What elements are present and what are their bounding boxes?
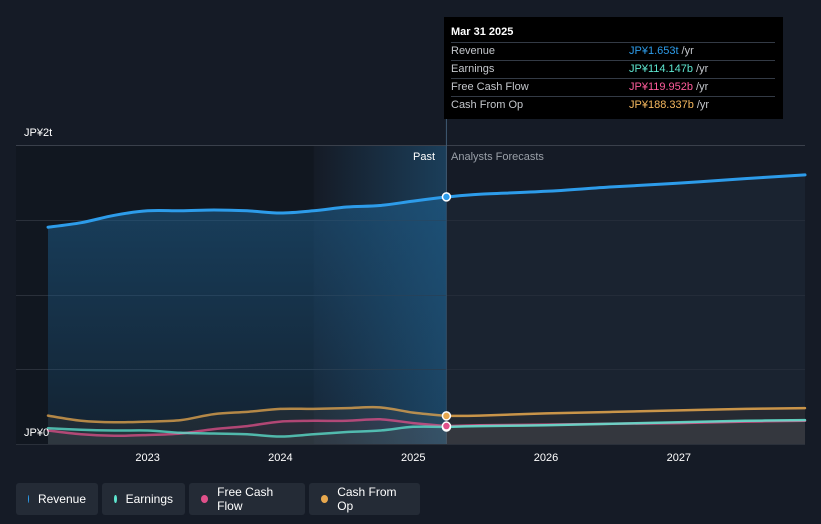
legend-dot-icon (114, 495, 117, 503)
series-line-past-earnings (46, 425, 448, 438)
legend-dot-icon (321, 495, 329, 503)
x-tick-label: 2026 (534, 452, 558, 464)
fill-layer (48, 174, 805, 444)
tooltip-label: Earnings (451, 63, 495, 75)
y-tick-label-top: JP¥2t (24, 127, 52, 139)
tooltip-date: Mar 31 2025 (451, 26, 514, 38)
tooltip-value: JP¥114.147b (629, 63, 694, 75)
chart-area: JP¥2t JP¥0 Past Analysts Forecasts 2023 2… (16, 100, 807, 464)
legend: Revenue Earnings Free Cash Flow Cash Fro… (16, 483, 420, 516)
tooltip-label: Revenue (451, 45, 496, 57)
series-line-past-cash-from-op (46, 405, 448, 424)
series-line-past-revenue (46, 195, 448, 229)
legend-label: Revenue (37, 492, 86, 506)
x-tick-label: 2027 (667, 452, 691, 464)
series-area-earnings (48, 420, 805, 444)
tooltip: Mar 31 2025 Revenue JP¥1.653t /yr Earnin… (444, 17, 783, 119)
x-axis: 2023 2024 2025 2026 2027 (135, 452, 691, 464)
data-point-free-cash-flow (441, 421, 452, 431)
tooltip-label: Free Cash Flow (451, 81, 529, 93)
points-layer (441, 192, 452, 432)
tooltip-row-cash-from-op: Cash From Op JP¥188.337b /yr (451, 96, 775, 114)
series-line-forecast-earnings (445, 418, 807, 429)
legend-item-earnings[interactable]: Earnings (102, 483, 185, 515)
tooltip-value: JP¥188.337b (629, 99, 694, 111)
legend-dot-icon (28, 495, 29, 503)
legend-item-free-cash-flow[interactable]: Free Cash Flow (189, 483, 305, 515)
legend-label: Free Cash Flow (217, 485, 274, 513)
legend-item-revenue[interactable]: Revenue (16, 483, 98, 515)
revenue-area-forecast (446, 174, 805, 444)
tooltip-label: Cash From Op (451, 99, 524, 111)
data-point-cash-from-op (441, 411, 452, 421)
x-tick-label: 2024 (268, 452, 292, 464)
tooltip-unit: /yr (696, 81, 709, 93)
tooltip-value: JP¥1.653t (629, 45, 679, 57)
legend-label: Cash From Op (337, 485, 397, 513)
tooltip-unit: /yr (681, 45, 694, 57)
past-label: Past (413, 151, 435, 163)
tooltip-value: JP¥119.952b (629, 81, 694, 93)
legend-label: Earnings (125, 492, 173, 506)
series-line-forecast-cash-from-op (445, 406, 807, 418)
forecast-label: Analysts Forecasts (451, 151, 544, 163)
revenue-area-past (48, 196, 447, 444)
legend-item-cash-from-op[interactable]: Cash From Op (309, 483, 420, 515)
tooltip-row-revenue: Revenue JP¥1.653t /yr (451, 42, 775, 60)
x-tick-label: 2025 (401, 452, 425, 464)
x-tick-label: 2023 (135, 452, 159, 464)
tooltip-unit: /yr (696, 99, 710, 111)
data-point-revenue (441, 192, 452, 202)
tooltip-row-earnings: Earnings JP¥114.147b /yr (451, 60, 775, 78)
tooltip-unit: /yr (696, 63, 709, 75)
series-line-past-free-cash-flow (46, 418, 448, 438)
lines-layer (46, 173, 807, 438)
series-area-free-cash-flow (48, 419, 805, 444)
y-tick-label-bottom: JP¥0 (24, 427, 49, 439)
legend-dot-icon (201, 495, 209, 503)
tooltip-row-free-cash-flow: Free Cash Flow JP¥119.952b /yr (451, 78, 775, 96)
series-line-forecast-revenue (444, 173, 807, 199)
